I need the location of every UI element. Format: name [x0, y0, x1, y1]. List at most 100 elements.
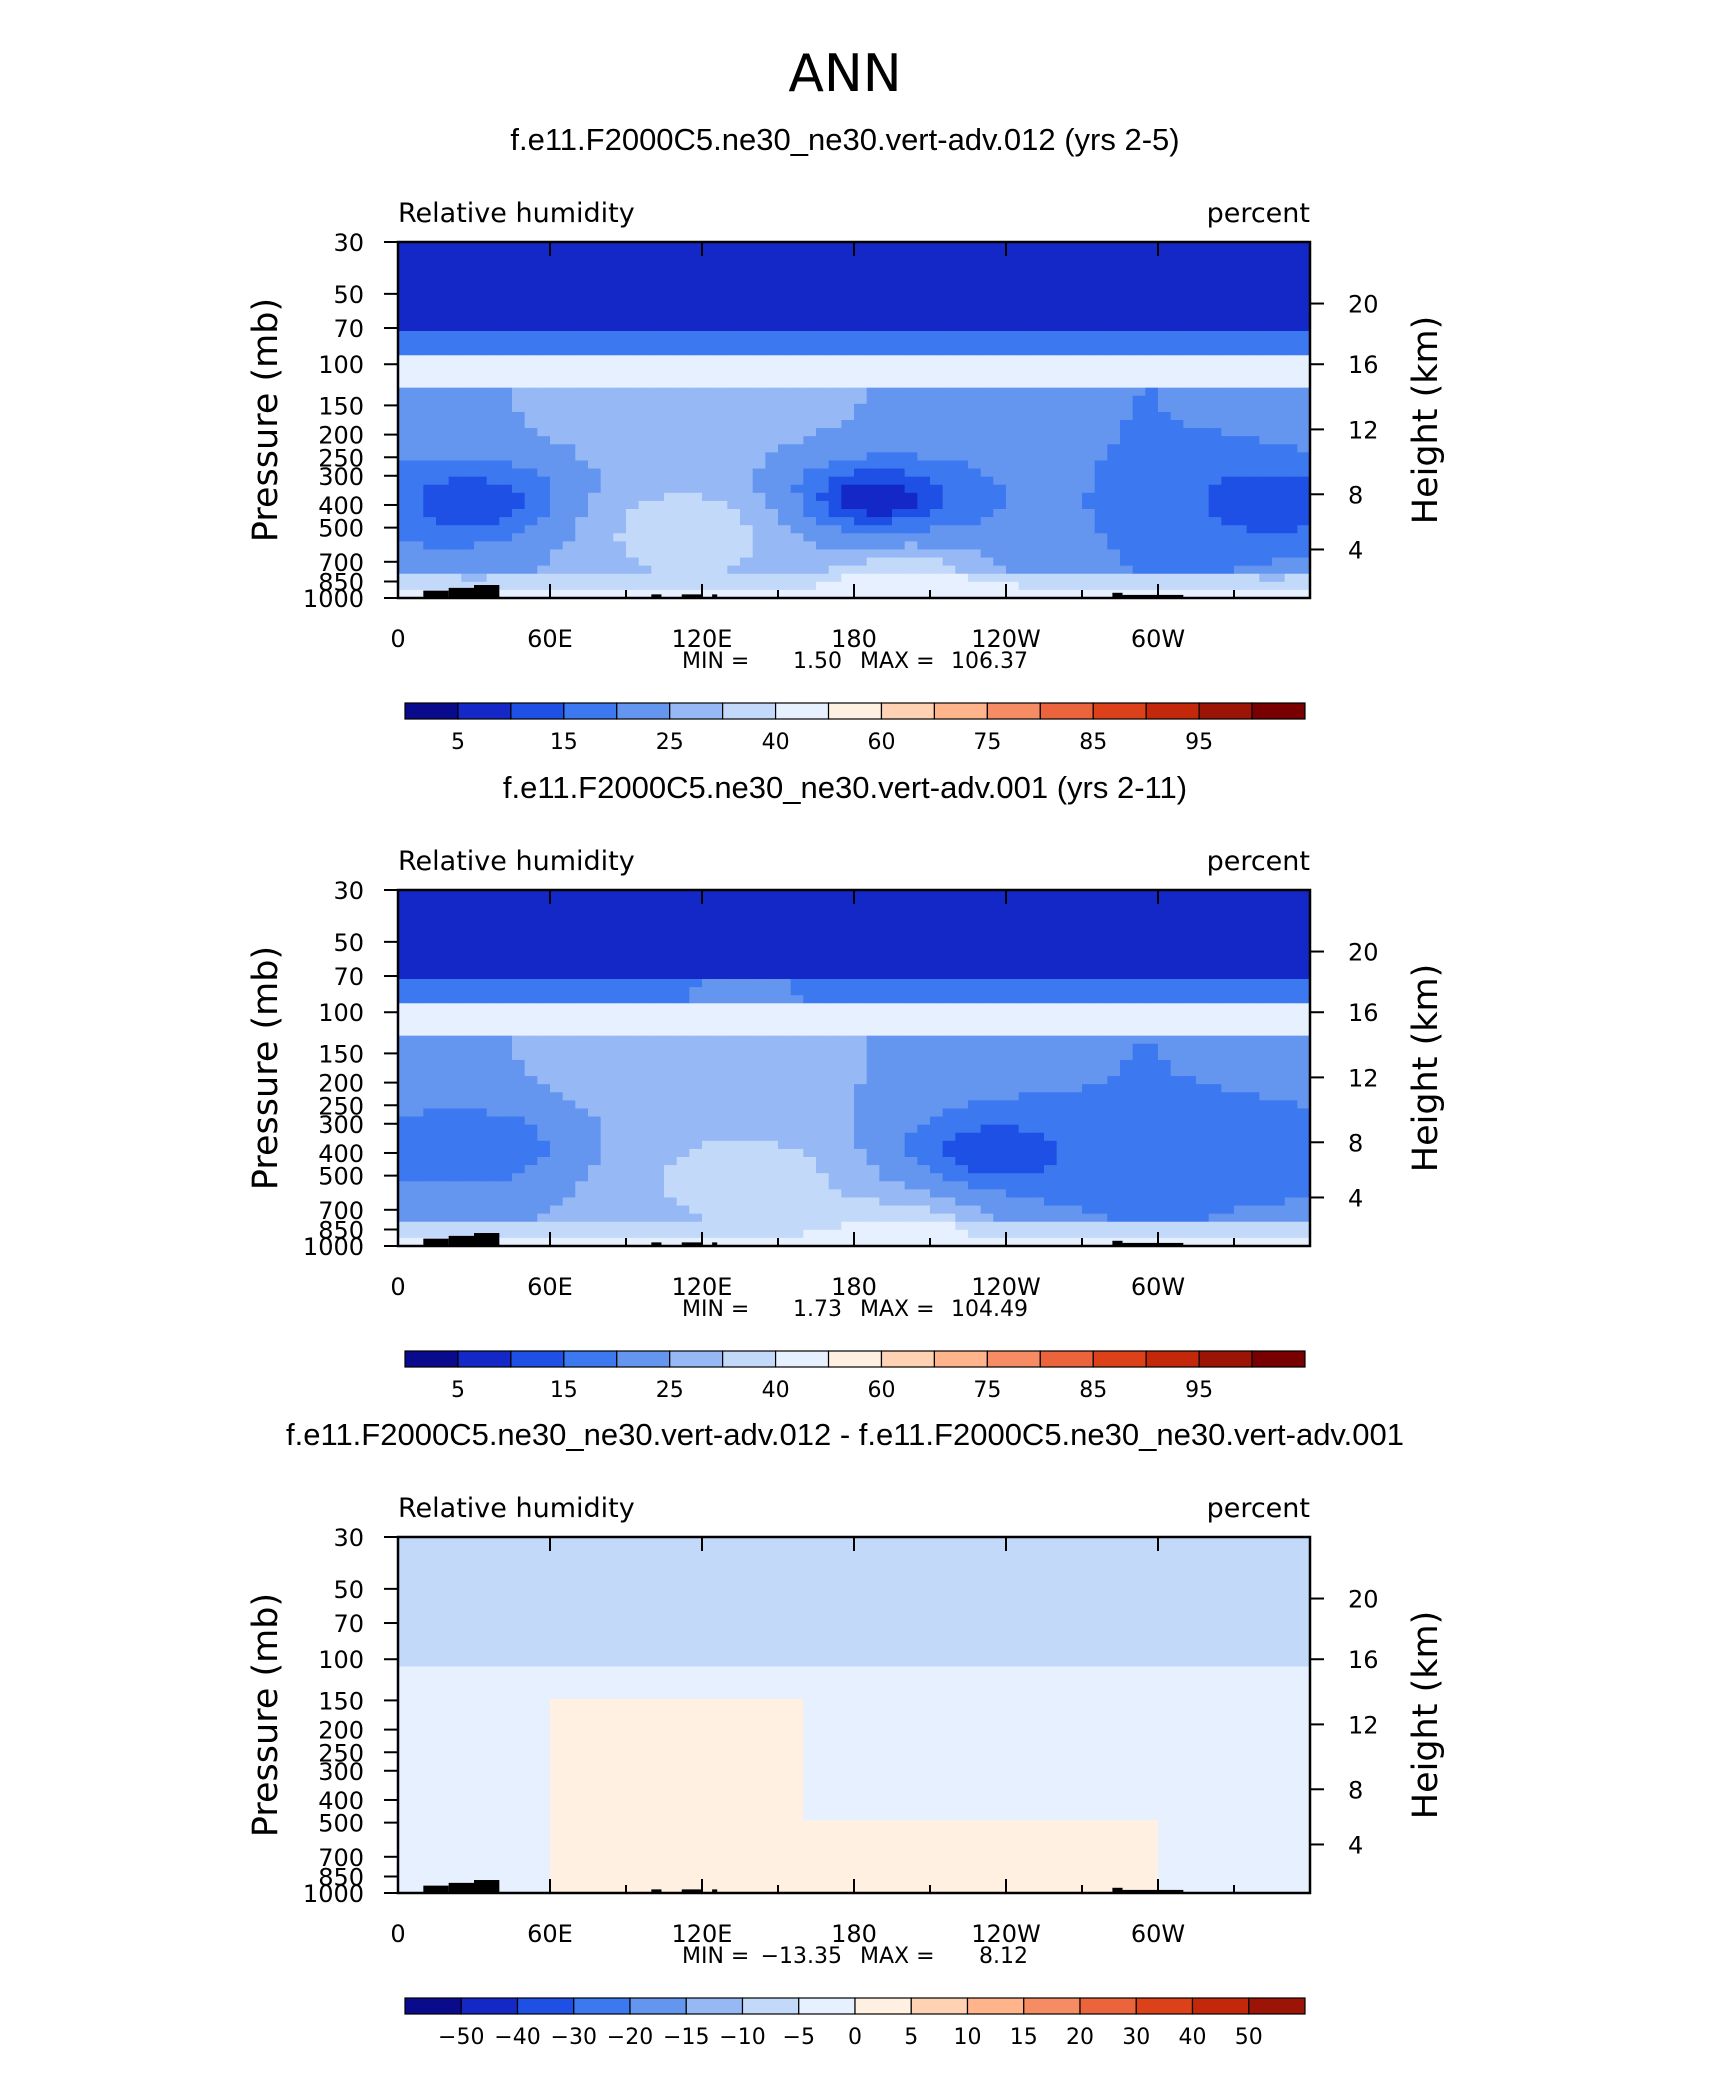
field-cell [930, 444, 944, 453]
field-cell [1018, 581, 1032, 591]
field-cell [436, 1011, 450, 1021]
field-cell [1044, 282, 1058, 292]
field-cell [740, 1132, 754, 1142]
field-cell [1183, 509, 1197, 518]
field-cell [828, 1237, 842, 1247]
field-cell [879, 954, 893, 964]
field-cell [410, 1181, 424, 1190]
field-cell [651, 509, 665, 518]
field-cell [714, 282, 728, 292]
field-cell [398, 371, 412, 381]
field-cell [550, 452, 564, 462]
field-cell [676, 589, 690, 599]
field-cell [752, 930, 766, 940]
field-cell [866, 1157, 880, 1166]
field-cell [816, 565, 830, 575]
field-cell [461, 306, 475, 316]
field-cell [841, 306, 855, 316]
field-cell [1056, 428, 1070, 437]
field-cell [486, 242, 500, 251]
field-cell [1031, 347, 1045, 356]
field-cell [664, 1157, 678, 1166]
field-cell [461, 898, 475, 907]
field-cell [537, 500, 551, 510]
field-cell [676, 444, 690, 453]
field-cell [740, 1019, 754, 1029]
field-cell [892, 452, 906, 462]
field-cell [816, 1124, 830, 1134]
field-cell [980, 322, 994, 332]
field-cell [600, 930, 614, 940]
field-cell [461, 395, 475, 405]
field-cell [778, 1019, 792, 1029]
field-cell [651, 970, 665, 980]
field-cell [689, 484, 703, 494]
field-cell [993, 355, 1007, 364]
field-cell [1259, 565, 1273, 575]
colorbar-swatch [986, 702, 1041, 720]
field-cell [1006, 339, 1020, 348]
field-cell [664, 314, 678, 324]
field-cell [740, 970, 754, 980]
field-cell [1044, 444, 1058, 453]
y-tick-label: 850 [318, 569, 364, 597]
field-cell [904, 517, 918, 526]
field-cell [765, 242, 779, 251]
field-cell [1056, 395, 1070, 405]
field-cell [524, 979, 538, 988]
field-cell [1044, 589, 1058, 599]
field-cell [1056, 541, 1070, 551]
field-cell [854, 428, 868, 437]
field-cell [1208, 500, 1222, 510]
field-cell [575, 1221, 589, 1231]
field-cell [828, 573, 842, 583]
field-cell [752, 1003, 766, 1012]
field-cell [752, 339, 766, 348]
field-cell [664, 509, 678, 518]
field-cell [1069, 355, 1083, 364]
field-cell [651, 1003, 665, 1012]
field-cell [1094, 557, 1108, 567]
field-cell [1221, 436, 1235, 445]
field-cell [398, 898, 412, 907]
field-cell [803, 1108, 817, 1118]
field-cell [879, 428, 893, 437]
field-cell [651, 484, 665, 494]
field-cell [474, 1189, 488, 1199]
field-cell [765, 1140, 779, 1150]
field-cell [1246, 266, 1260, 275]
field-cell [917, 460, 931, 470]
field-cell [448, 1189, 462, 1199]
field-cell [461, 1003, 475, 1012]
field-cell [651, 1084, 665, 1093]
field-cell [448, 1084, 462, 1093]
field-cell [486, 420, 500, 429]
field-cell [1272, 306, 1286, 316]
field-cell [524, 962, 538, 972]
field-cell [638, 1148, 652, 1158]
field-cell [512, 565, 526, 575]
field-cell [930, 509, 944, 518]
field-cell [499, 1076, 513, 1085]
field-cell [575, 444, 589, 453]
field-cell [727, 339, 741, 348]
field-cell [930, 525, 944, 534]
field-cell [702, 258, 716, 267]
field-cell [550, 428, 564, 437]
field-cell [790, 347, 804, 356]
field-cell [600, 306, 614, 316]
field-cell [930, 379, 944, 389]
field-cell [980, 484, 994, 494]
field-cell [904, 460, 918, 470]
field-cell [1094, 452, 1108, 462]
field-cell [613, 890, 627, 899]
field-cell [676, 298, 690, 308]
field-cell [550, 541, 564, 551]
field-cell [879, 1132, 893, 1142]
field-cell [892, 517, 906, 526]
field-cell [803, 549, 817, 559]
field-cell [1170, 573, 1184, 583]
field-cell [1208, 517, 1222, 526]
field-cell [1259, 452, 1273, 462]
field-cell [828, 914, 842, 923]
